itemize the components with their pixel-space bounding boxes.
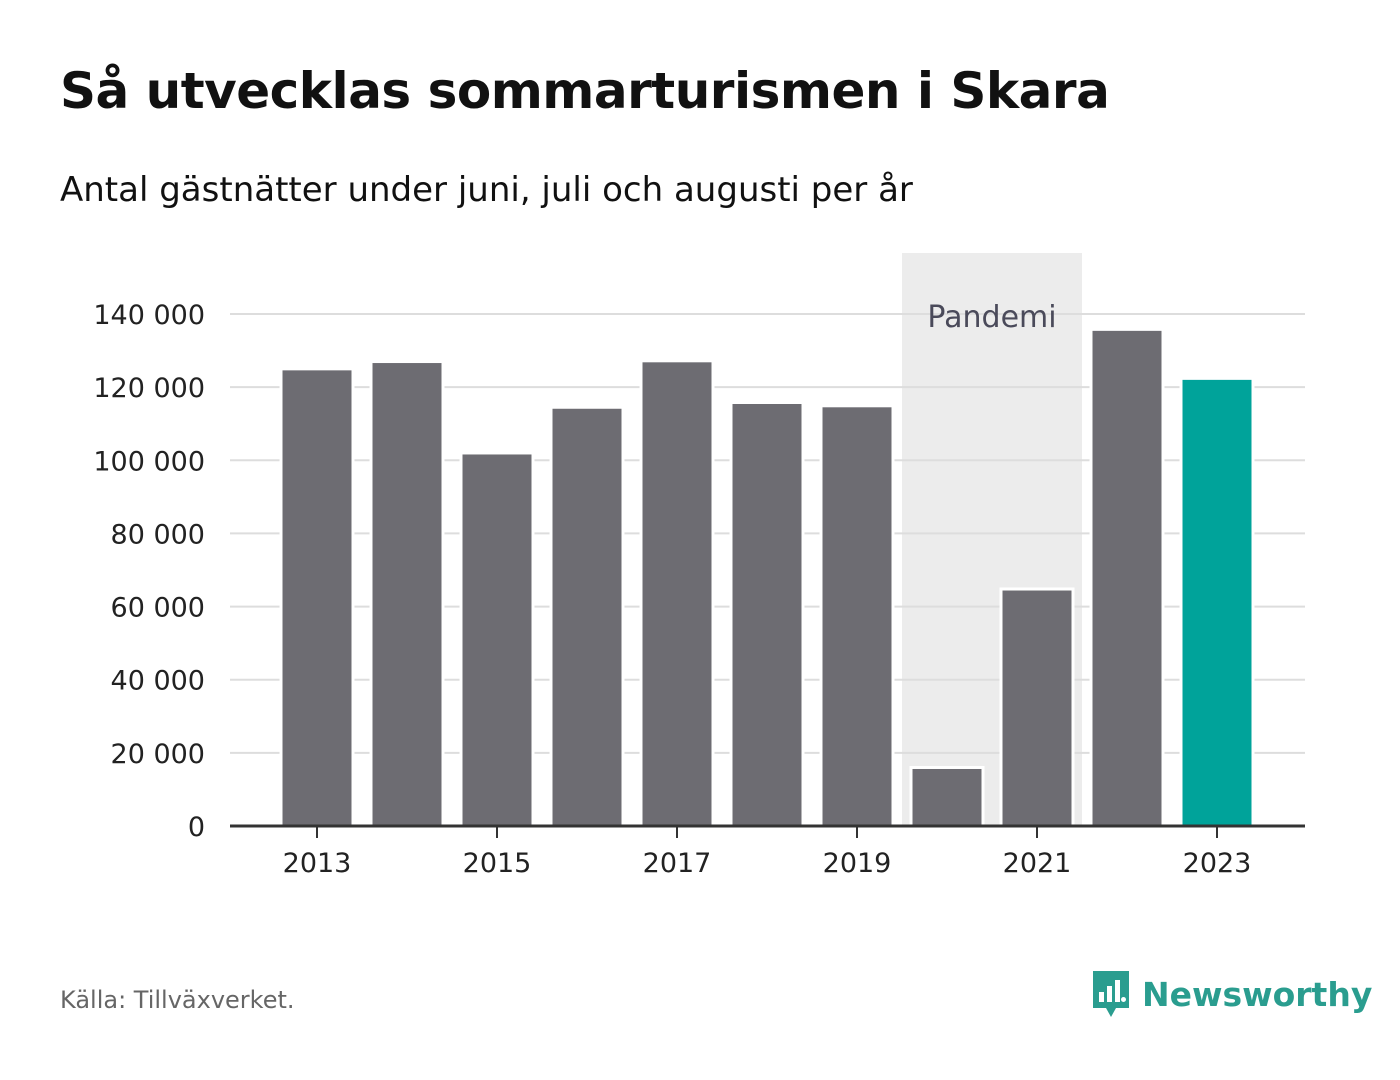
bar-2013 xyxy=(279,367,355,828)
x-tick-label: 2017 xyxy=(643,848,712,879)
bar-2015 xyxy=(459,451,535,828)
y-tick-label: 60 000 xyxy=(111,593,205,624)
y-tick-label: 80 000 xyxy=(111,519,205,550)
bar-2017 xyxy=(639,359,715,828)
y-tick-label: 140 000 xyxy=(93,300,205,331)
y-tick-label: 20 000 xyxy=(111,739,205,770)
bar-2021 xyxy=(999,587,1075,828)
bar-2020 xyxy=(909,765,985,828)
pandemic-label: Pandemi xyxy=(927,300,1056,335)
source-note: Källa: Tillväxverket. xyxy=(60,986,295,1014)
chart-title: Så utvecklas sommarturismen i Skara xyxy=(60,62,1110,120)
bar-chart: Pandemi 0 20 000 40 000 60 000 80 000 100 000 1… xyxy=(93,253,1305,879)
y-tick-label: 0 xyxy=(188,812,205,843)
bar-2016 xyxy=(549,405,625,828)
bar-2018 xyxy=(729,401,805,828)
y-tick-label: 120 000 xyxy=(93,373,205,404)
y-tick-label: 40 000 xyxy=(111,666,205,697)
bar-2014 xyxy=(369,360,445,828)
brand-logo[interactable]: Newsworthy xyxy=(1090,968,1372,1020)
bar-2023 xyxy=(1179,376,1255,828)
x-tick-label: 2021 xyxy=(1003,848,1072,879)
brand-name: Newsworthy xyxy=(1142,974,1373,1014)
x-tick-label: 2023 xyxy=(1183,848,1252,879)
chart-subtitle: Antal gästnätter under juni, juli och au… xyxy=(60,170,913,210)
x-tick-label: 2015 xyxy=(463,848,532,879)
newsworthy-logo-icon xyxy=(1093,971,1129,1017)
bar-2022 xyxy=(1089,327,1165,828)
x-tick-label: 2019 xyxy=(823,848,892,879)
y-tick-label: 100 000 xyxy=(93,446,205,477)
bar-2019 xyxy=(819,404,895,828)
x-tick-label: 2013 xyxy=(283,848,352,879)
